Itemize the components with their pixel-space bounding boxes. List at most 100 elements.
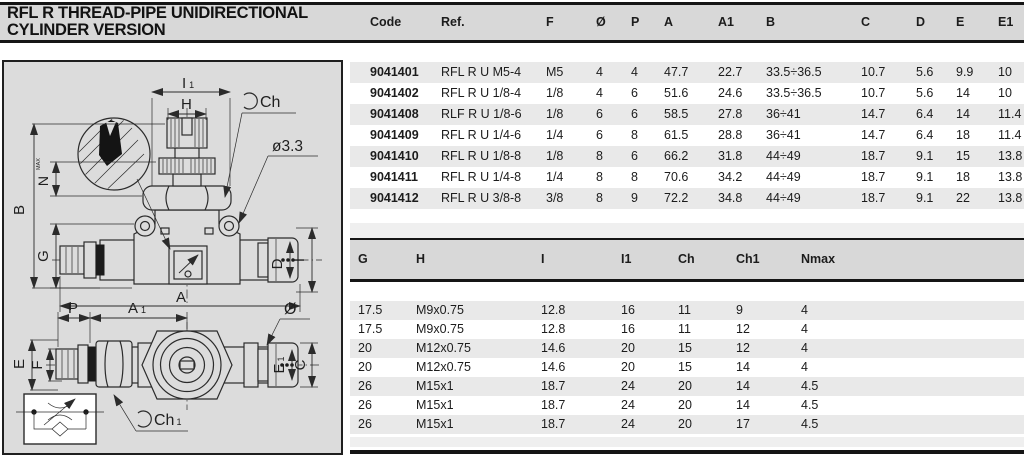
col-b: B bbox=[766, 15, 776, 30]
col-dia: Ø bbox=[596, 15, 606, 30]
table-cell: 27.8 bbox=[718, 107, 743, 122]
table-cell: 11 bbox=[678, 321, 691, 336]
table-cell: 6 bbox=[596, 128, 603, 143]
table-cell: 11.4 bbox=[998, 128, 1022, 143]
table-cell: 16 bbox=[621, 321, 635, 336]
table-cell: 4 bbox=[801, 359, 808, 374]
table-cell: M9x0.75 bbox=[416, 321, 464, 336]
table-row: 9041409 RFL R U 1/4-6 1/4 6 8 61.5 28.8 36÷41 14… bbox=[350, 125, 1024, 146]
table-cell: 10.7 bbox=[861, 65, 886, 80]
table-row: 17.5 M9x0.75 12.8 16 11 12 4 bbox=[350, 320, 1024, 339]
table-cell: 22 bbox=[956, 191, 970, 206]
detail-balloon bbox=[77, 117, 171, 250]
dim-label-e: E bbox=[11, 359, 28, 369]
table-cell: 31.8 bbox=[718, 149, 743, 164]
table-cell: 14.7 bbox=[861, 107, 886, 122]
col-ref: Ref. bbox=[441, 15, 465, 30]
table-cell: 13.8 bbox=[998, 170, 1023, 185]
spec-table-main-header: Code Ref. F Ø P A A1 B C D E E1 bbox=[350, 2, 1024, 43]
table-cell: 11 bbox=[678, 302, 691, 317]
table-cell: 12.8 bbox=[541, 321, 566, 336]
table-cell: 6 bbox=[631, 149, 638, 164]
wrench-icon bbox=[243, 92, 258, 110]
table-cell: 14 bbox=[736, 359, 750, 374]
table-row: 20 M12x0.75 14.6 20 15 14 4 bbox=[350, 358, 1024, 377]
table-row: 9041411 RFL R U 1/4-8 1/4 8 8 70.6 34.2 44÷49 18… bbox=[350, 167, 1024, 188]
table-cell: 70.6 bbox=[664, 170, 689, 185]
header-band bbox=[0, 2, 1024, 43]
table-cell: 9 bbox=[631, 191, 638, 206]
table-cell: 20 bbox=[358, 340, 372, 355]
table-cell: 13.8 bbox=[998, 149, 1023, 164]
table-cell: 24.6 bbox=[718, 86, 743, 101]
table-cell: 5.6 bbox=[916, 86, 934, 101]
table-cell: 1/8 bbox=[546, 107, 564, 122]
table-row: 9041401 RFL R U M5-4 M5 4 4 47.7 22.7 33.5÷36.5… bbox=[350, 62, 1024, 83]
table-cell: 44÷49 bbox=[766, 191, 801, 206]
dim-label-p: P bbox=[68, 300, 78, 317]
table-cell: RFL R U 1/8-8 bbox=[441, 149, 522, 164]
spec-table-secondary-header: G H I I1 Ch Ch1 Nmax bbox=[350, 238, 1024, 282]
table-cell: 6.4 bbox=[916, 107, 934, 122]
table-cell: 10.7 bbox=[861, 86, 886, 101]
col-d: D bbox=[916, 15, 926, 30]
table-cell: 34.8 bbox=[718, 191, 743, 206]
table-cell: RLF R U 1/8-6 bbox=[441, 107, 522, 122]
table-row: 26 M15x1 18.7 24 20 14 4.5 bbox=[350, 376, 1024, 396]
table-cell: 18 bbox=[956, 170, 970, 185]
table-row: 20 M12x0.75 14.6 20 15 12 4 bbox=[350, 338, 1024, 358]
table-cell: 4 bbox=[801, 340, 808, 355]
table-cell: 9041411 bbox=[370, 170, 418, 185]
table-cell: 9041410 bbox=[370, 149, 419, 164]
stripe-divider bbox=[350, 437, 1024, 447]
table-row: 17.5 M9x0.75 12.8 16 11 9 4 bbox=[350, 300, 1024, 320]
pneumatic-symbol bbox=[16, 393, 104, 445]
table-cell: 24 bbox=[621, 397, 635, 412]
table-cell: 1/8 bbox=[546, 86, 564, 101]
table-cell: 14 bbox=[956, 107, 970, 122]
table-cell: 26 bbox=[358, 416, 372, 431]
table-cell: 20 bbox=[678, 378, 692, 393]
table-row: 26 M15x1 18.7 24 20 14 4.5 bbox=[350, 396, 1024, 415]
table-row: 9041408 RLF R U 1/8-6 1/8 6 6 58.5 27.8 36÷41 14… bbox=[350, 104, 1024, 125]
table-cell: 36÷41 bbox=[766, 107, 801, 122]
table-cell: M15x1 bbox=[416, 378, 454, 393]
col-p: P bbox=[631, 15, 640, 30]
col-ch: Ch bbox=[672, 238, 730, 282]
dim-label-e1: E1 bbox=[271, 356, 288, 373]
table-row: 9041410 RFL R U 1/8-8 1/8 8 6 66.2 31.8 44÷49 18… bbox=[350, 146, 1024, 167]
table-spacer bbox=[350, 280, 1024, 301]
table-cell: M15x1 bbox=[416, 397, 454, 412]
table-cell: 9041409 bbox=[370, 128, 419, 143]
table-cell: 8 bbox=[631, 128, 638, 143]
table-cell: 18.7 bbox=[541, 397, 566, 412]
table-cell: 17.5 bbox=[358, 321, 383, 336]
table-row: 9041412 RFL R U 3/8-8 3/8 8 9 72.2 34.8 44÷49 18… bbox=[350, 188, 1024, 209]
table-cell: 17.5 bbox=[358, 302, 383, 317]
table-cell: RFL R U 1/4-8 bbox=[441, 170, 522, 185]
col-c: C bbox=[861, 15, 871, 30]
table-cell: 8 bbox=[596, 191, 603, 206]
table-cell: 5.6 bbox=[916, 65, 934, 80]
table-cell: 8 bbox=[596, 170, 603, 185]
table-cell: 9041402 bbox=[370, 86, 419, 101]
table-cell: 15 bbox=[956, 149, 970, 164]
table-cell: 26 bbox=[358, 378, 372, 393]
table-cell: RFL R U 1/8-4 bbox=[441, 86, 522, 101]
table-cell: 18.7 bbox=[861, 170, 886, 185]
table-cell: 9.1 bbox=[916, 170, 934, 185]
col-i: I bbox=[535, 238, 615, 282]
spec-table-main-body: 9041401 RFL R U M5-4 M5 4 4 47.7 22.7 33.5÷36.5… bbox=[350, 62, 1024, 209]
table-cell: 6.4 bbox=[916, 128, 934, 143]
col-i1: I1 bbox=[615, 238, 672, 282]
table-cell: 6 bbox=[631, 86, 638, 101]
col-a1: A1 bbox=[718, 15, 734, 30]
table-cell: 14 bbox=[736, 378, 750, 393]
table-cell: M12x0.75 bbox=[416, 340, 471, 355]
table-cell: 9041412 bbox=[370, 191, 419, 206]
table-cell: 24 bbox=[621, 416, 635, 431]
table-cell: 12 bbox=[736, 321, 750, 336]
